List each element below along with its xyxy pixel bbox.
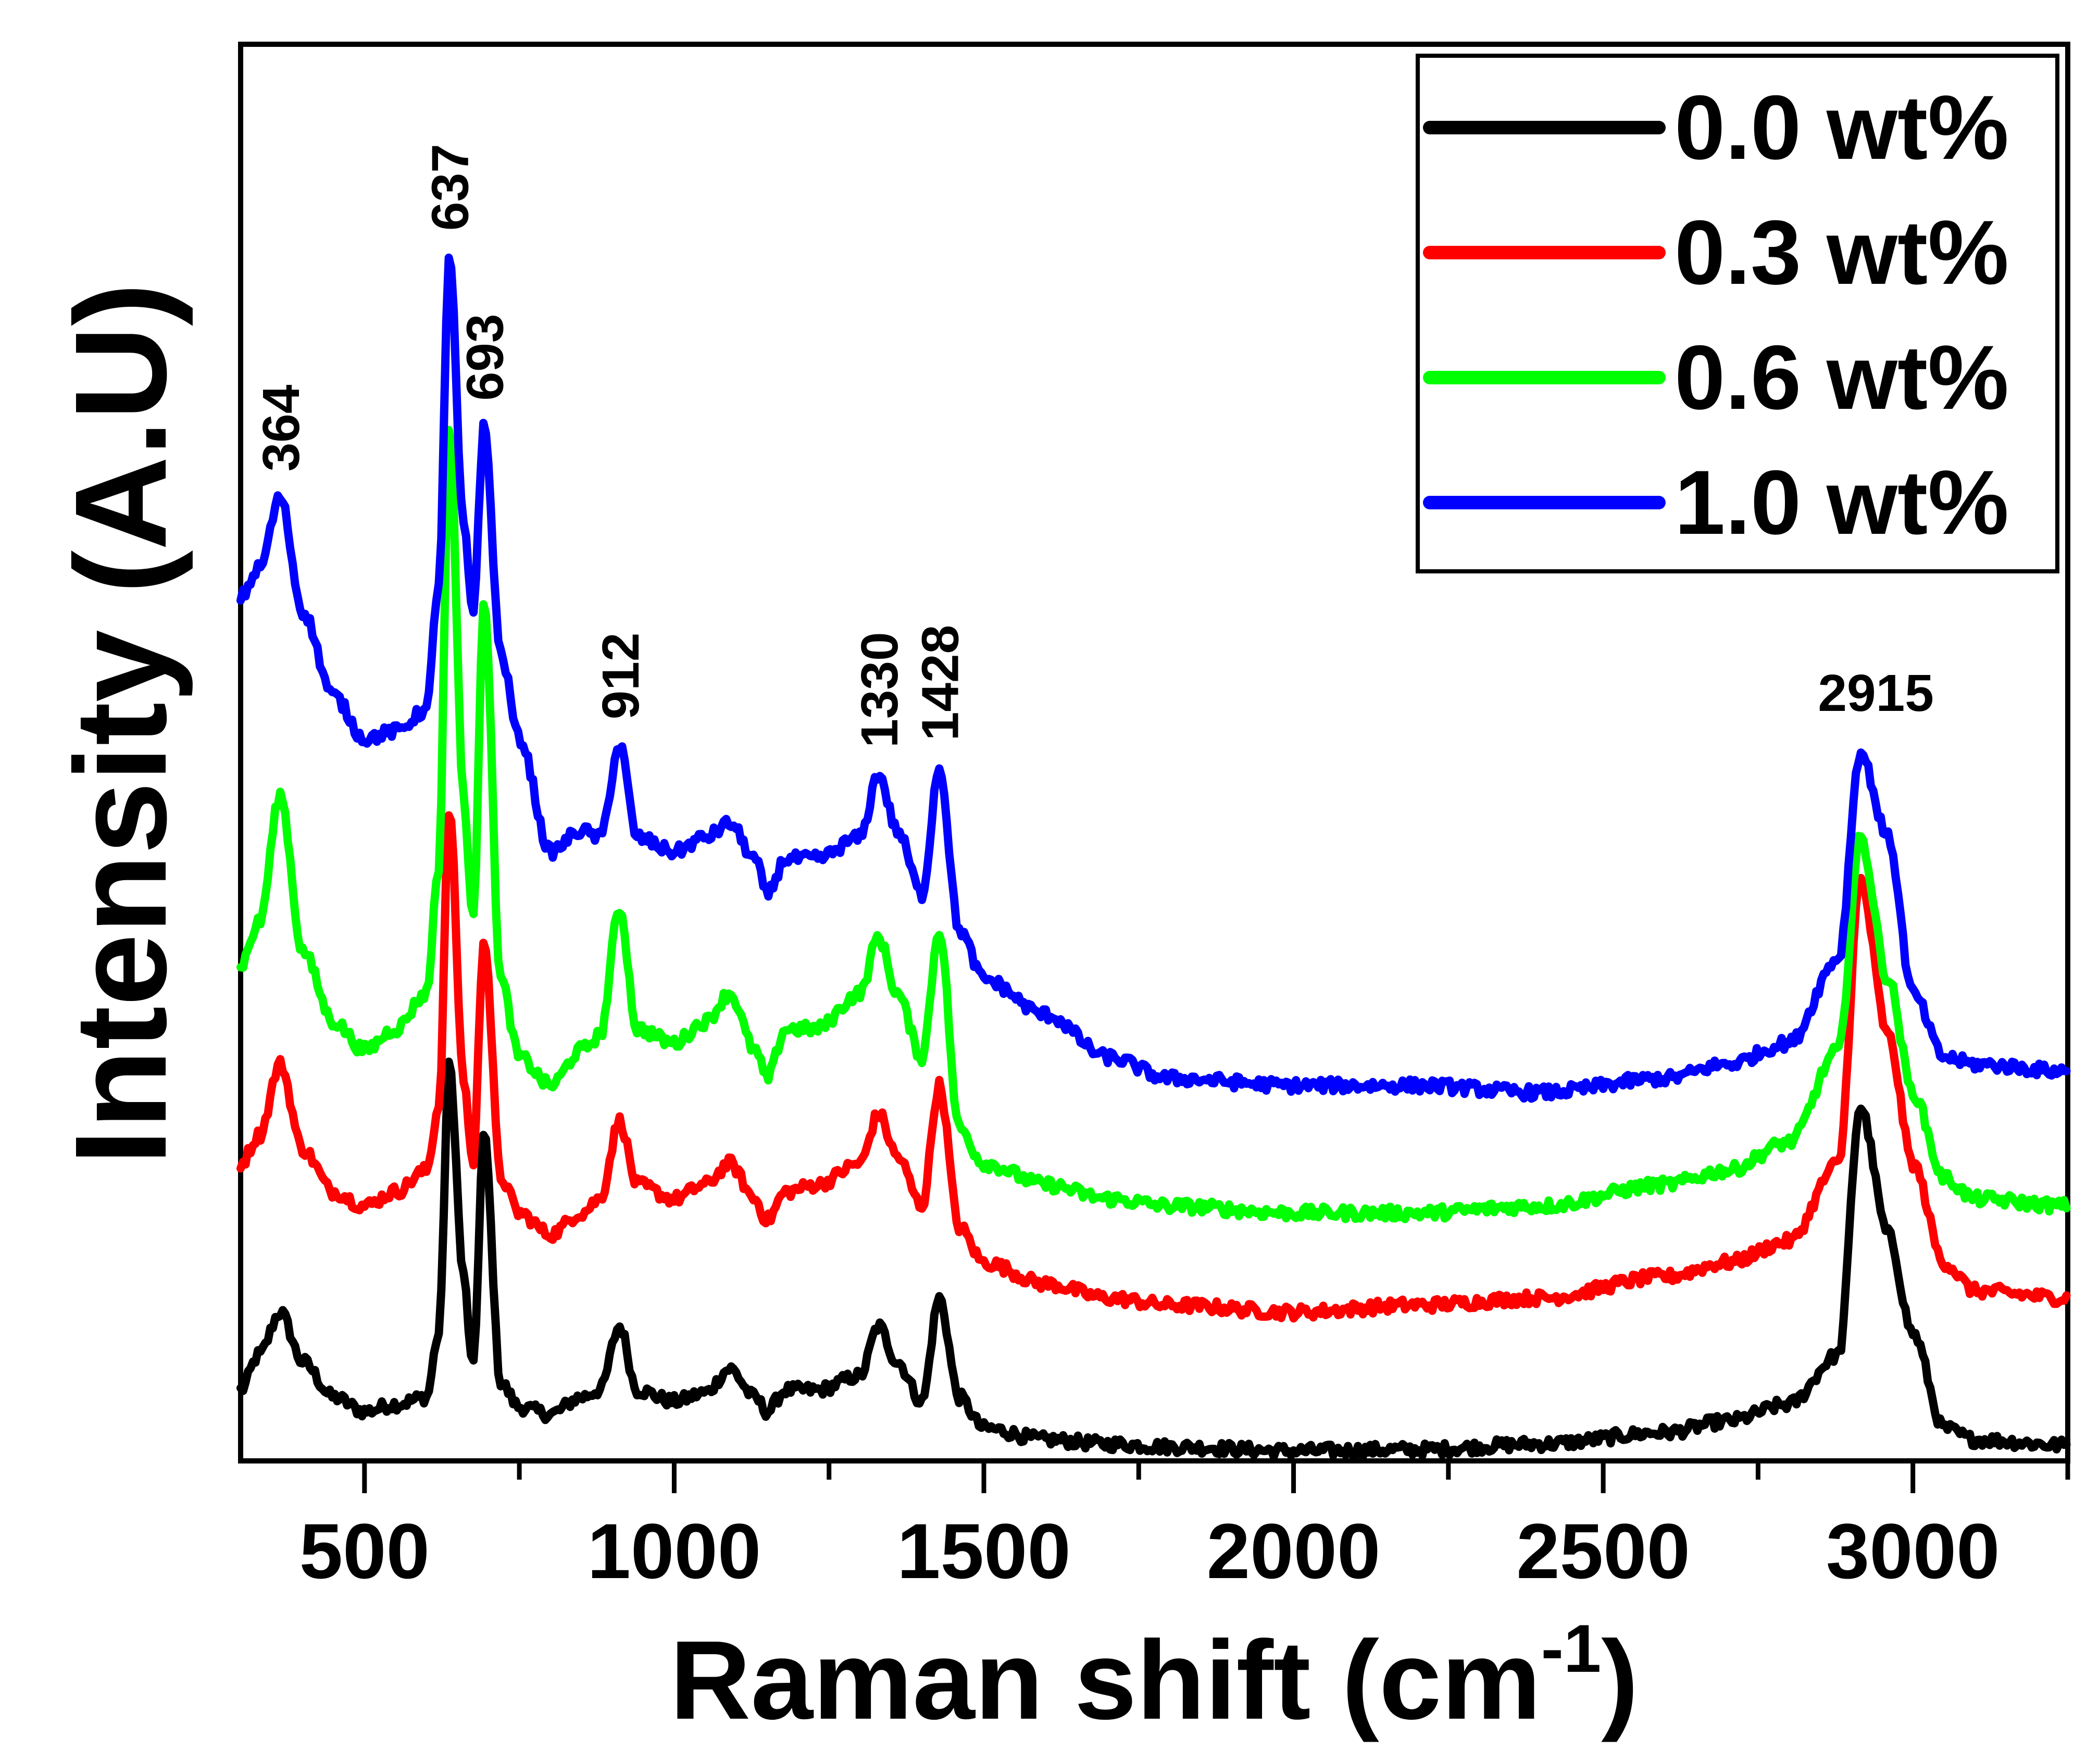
peak-annotations: 364 637 693 912 1330 1428 2915 <box>252 144 1934 748</box>
legend: 0.0 wt% 0.3 wt% 0.6 wt% 1.0 wt% <box>1416 54 2059 573</box>
peak-label-637: 637 <box>421 144 480 231</box>
x-tick-label-2500: 2500 <box>1516 1507 1690 1595</box>
x-axis-label-main: Raman shift (cm <box>670 1617 1541 1743</box>
series-line-1-0-wt <box>236 253 2071 1103</box>
legend-box <box>1416 54 2059 573</box>
x-tick-label-500: 500 <box>299 1507 430 1595</box>
x-tick-label-3000: 3000 <box>1826 1507 2000 1595</box>
x-tick-label-2000: 2000 <box>1207 1507 1381 1595</box>
legend-label-0-0-wt: 0.0 wt% <box>1675 77 2009 179</box>
plot-frame <box>238 42 2070 1463</box>
x-axis-label-suffix: ) <box>1601 1617 1639 1743</box>
tick-group: 500 1000 1500 2000 2500 3000 <box>299 1461 2070 1595</box>
y-axis-label: Intensity (A.U) <box>48 283 193 1165</box>
legend-label-1-0-wt: 1.0 wt% <box>1675 452 2009 554</box>
x-axis-label-superscript: -1 <box>1541 1610 1602 1686</box>
legend-label-0-6-wt: 0.6 wt% <box>1675 327 2009 429</box>
series-line-0-3-wt <box>236 811 2071 1323</box>
x-tick-label-1500: 1500 <box>897 1507 1071 1595</box>
peak-label-2915: 2915 <box>1818 664 1933 722</box>
x-tick-label-1000: 1000 <box>588 1507 761 1595</box>
peak-label-1428: 1428 <box>911 625 969 741</box>
peak-label-693: 693 <box>456 314 514 401</box>
peak-label-912: 912 <box>592 633 650 720</box>
series-line-0-0-wt <box>236 1057 2071 1461</box>
series-line-0-6-wt <box>236 426 2071 1223</box>
legend-label-0-3-wt: 0.3 wt% <box>1675 202 2009 304</box>
peak-label-1330: 1330 <box>851 632 909 747</box>
peak-label-364: 364 <box>252 384 310 471</box>
series-group <box>236 253 2071 1461</box>
x-axis-label: Raman shift (cm-1) <box>670 1610 1639 1743</box>
